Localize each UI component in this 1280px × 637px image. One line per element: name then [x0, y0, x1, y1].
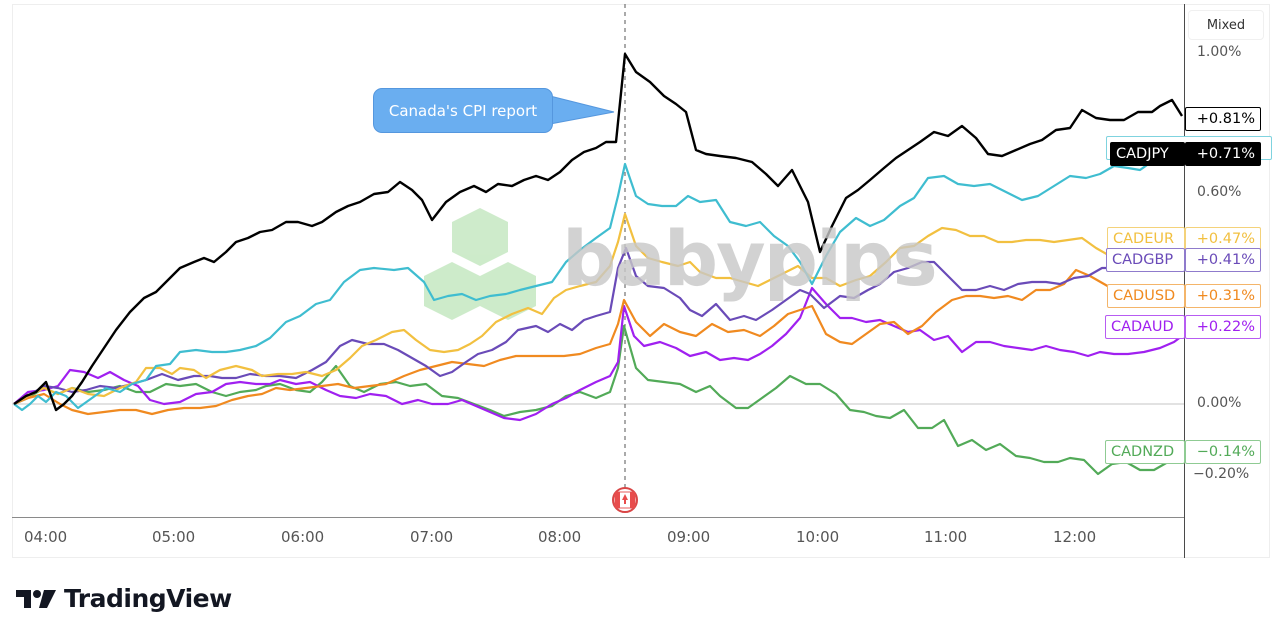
callout-pointer: [549, 95, 615, 125]
scale-mode-button[interactable]: Mixed: [1188, 10, 1264, 40]
x-tick-label: 06:00: [281, 528, 325, 546]
x-tick-label: 12:00: [1053, 528, 1097, 546]
series-cadeur-line[interactable]: [13, 212, 1183, 405]
series-label-cadjpy[interactable]: CADJPY: [1110, 142, 1185, 166]
series-label-cadusd[interactable]: CADUSD: [1107, 284, 1185, 308]
series-cadchf-line[interactable]: [13, 146, 1183, 412]
babypips-watermark: babypips: [562, 214, 938, 303]
y-tick-label: 1.00%: [1197, 44, 1242, 60]
series-cadgbp-line[interactable]: [13, 246, 1183, 405]
series-label-cadnzd[interactable]: CADNZD: [1105, 440, 1185, 464]
series-label-cadaud[interactable]: CADAUD: [1105, 315, 1185, 339]
canada-flag-event-icon[interactable]: [612, 487, 638, 513]
series-label-cadeur[interactable]: CADEUR: [1107, 227, 1185, 251]
babypips-logo-icon: [424, 208, 536, 320]
x-tick-label: 08:00: [538, 528, 582, 546]
tradingview-logo-icon: [16, 589, 56, 608]
series-cadnzd-line[interactable]: [13, 324, 1183, 476]
x-tick-label: 07:00: [410, 528, 454, 546]
tradingview-brand[interactable]: TradingView: [16, 584, 232, 613]
series-label-cadgbp[interactable]: CADGBP: [1106, 248, 1185, 272]
price-axis-border: [1184, 4, 1185, 558]
x-tick-label: 09:00: [667, 528, 711, 546]
series-cadaud-line[interactable]: [13, 286, 1183, 422]
y-tick-label: 0.60%: [1197, 184, 1242, 200]
series-value-cadgbp: +0.41%: [1185, 248, 1261, 272]
series-value-cadusd: +0.31%: [1185, 284, 1261, 308]
x-tick-label: 04:00: [24, 528, 68, 546]
y-tick-label: 0.00%: [1197, 395, 1242, 411]
series-value-cadeur: +0.47%: [1185, 227, 1261, 251]
series-value-cadaud: +0.22%: [1185, 315, 1261, 339]
x-tick-label: 10:00: [796, 528, 840, 546]
tradingview-wordmark: TradingView: [64, 584, 232, 613]
x-tick-label: 11:00: [924, 528, 968, 546]
series-cadjpy-line[interactable]: [13, 52, 1184, 412]
cadjpy-last-value: +0.81%: [1185, 107, 1261, 131]
x-tick-label: 05:00: [152, 528, 196, 546]
series-value-cadnzd: −0.14%: [1185, 440, 1261, 464]
series-cadusd-line[interactable]: [13, 268, 1183, 416]
series-value-cadjpy: +0.71%: [1185, 142, 1261, 166]
y-tick-label: −0.20%: [1193, 466, 1250, 482]
cpi-report-callout[interactable]: Canada's CPI report: [373, 88, 553, 133]
time-axis-border: [12, 517, 1184, 518]
